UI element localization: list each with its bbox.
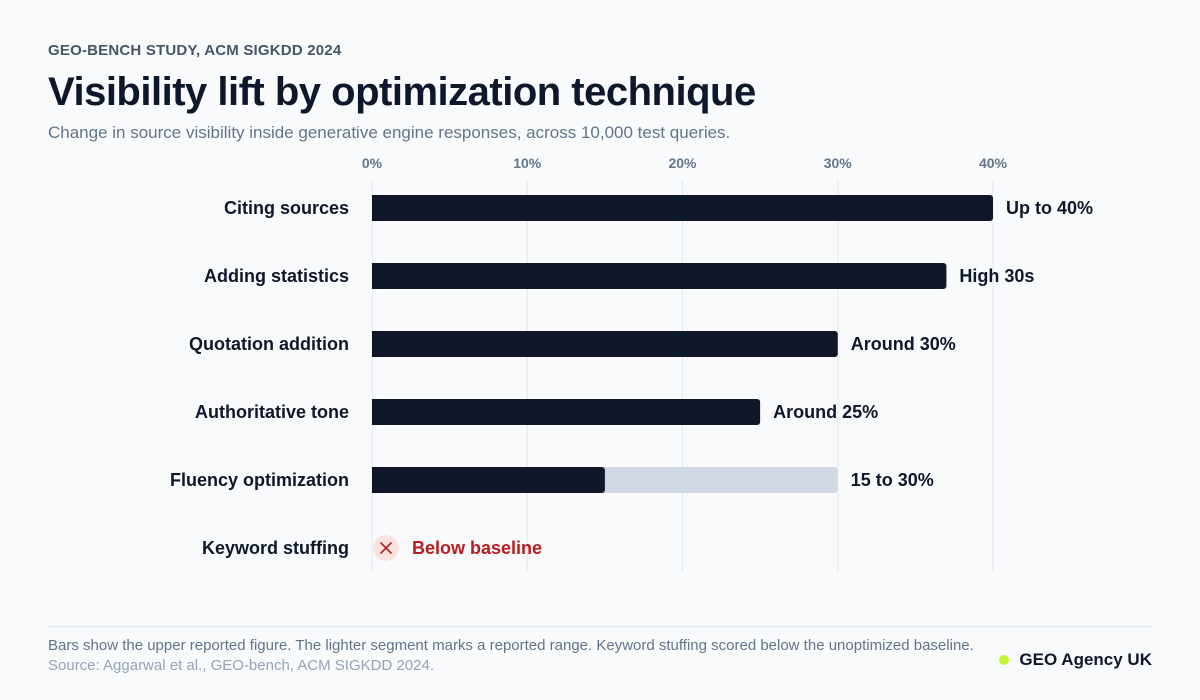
range-segment	[600, 467, 838, 493]
value-label: Up to 40%	[1006, 198, 1093, 218]
brand-dot-icon	[999, 655, 1010, 665]
x-tick-label: 30%	[824, 155, 853, 171]
value-label: Around 30%	[851, 334, 956, 354]
x-tick-label: 0%	[362, 155, 383, 171]
category-label: Citing sources	[224, 198, 349, 218]
bar-left-edge	[372, 399, 378, 425]
bar-left-edge	[372, 263, 378, 289]
bar	[372, 331, 838, 357]
category-label: Fluency optimization	[170, 470, 349, 490]
chart-subtitle: Change in source visibility inside gener…	[48, 123, 731, 142]
bar-chart: 0% 10% 20% 30% 40% Citing sources Up to 40% Add…	[170, 155, 1093, 572]
category-label: Quotation addition	[189, 334, 349, 354]
bar-left-edge	[372, 195, 378, 221]
footer-divider	[48, 626, 1152, 627]
bar	[372, 263, 947, 289]
category-label: Keyword stuffing	[202, 538, 349, 558]
brand: GEO Agency UK	[999, 650, 1152, 670]
bar	[372, 195, 993, 221]
x-tick-label: 40%	[979, 155, 1008, 171]
category-label: Authoritative tone	[195, 402, 349, 422]
bar	[372, 467, 605, 493]
bar-left-edge	[372, 331, 378, 357]
chart-title: Visibility lift by optimization techniqu…	[48, 70, 756, 114]
footnote: Bars show the upper reported figure. The…	[48, 637, 974, 654]
bar	[372, 399, 761, 425]
value-label: High 30s	[959, 266, 1034, 286]
category-label: Adding statistics	[204, 266, 349, 286]
eyebrow: GEO-BENCH STUDY, ACM SIGKDD 2024	[48, 42, 342, 59]
source-text: Source: Aggarwal et al., GEO-bench, ACM …	[48, 657, 435, 674]
brand-name: GEO Agency UK	[1019, 650, 1152, 669]
value-label: Below baseline	[412, 538, 542, 558]
value-label: Around 25%	[773, 402, 878, 422]
value-label: 15 to 30%	[851, 470, 934, 490]
close-icon-stroke	[380, 542, 392, 554]
bar-left-edge	[372, 467, 378, 493]
x-tick-label: 20%	[668, 155, 697, 171]
x-tick-label: 10%	[513, 155, 542, 171]
